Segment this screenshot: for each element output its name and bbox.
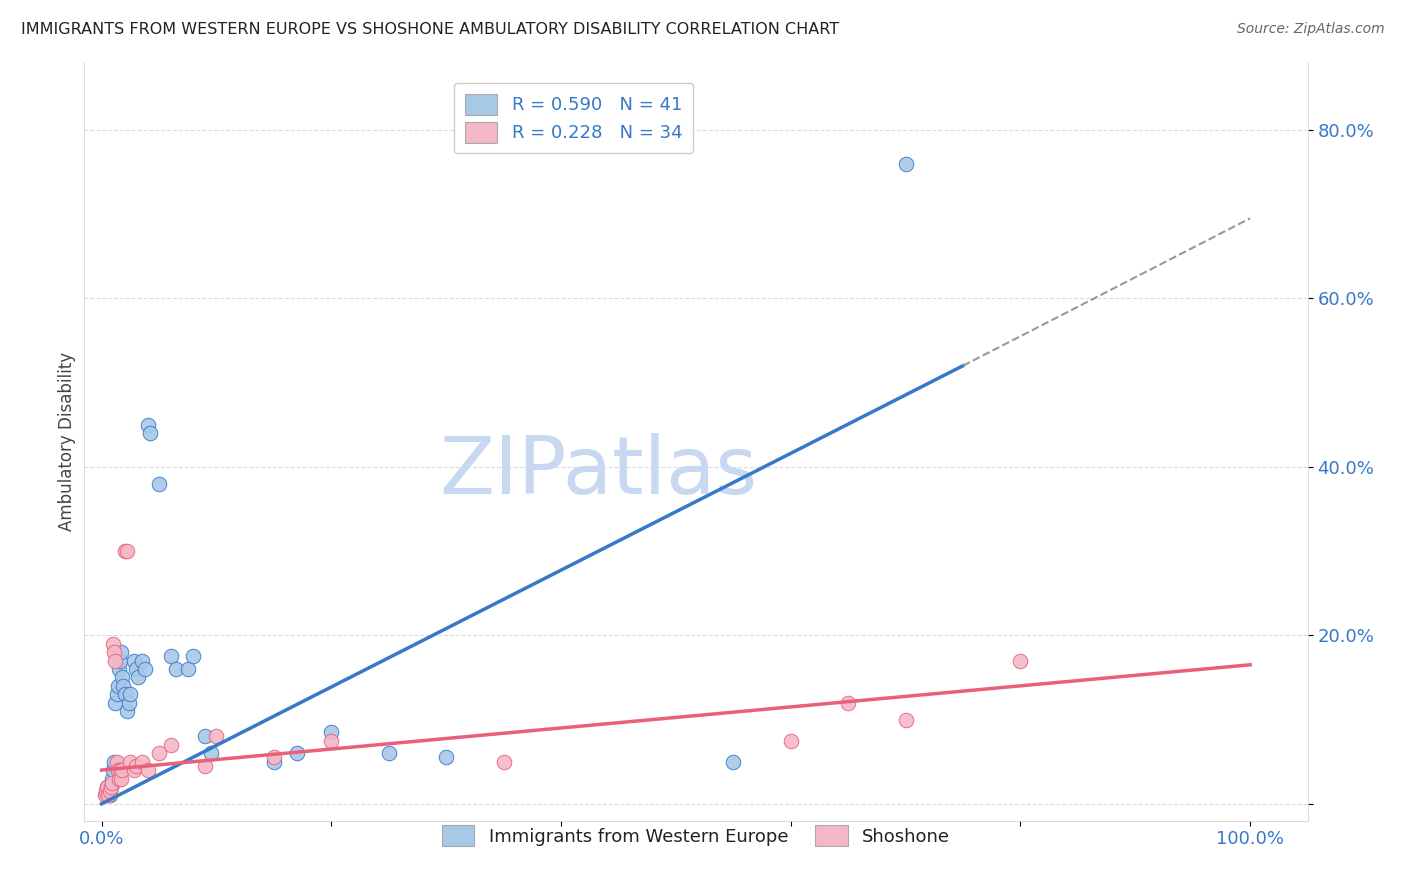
Point bbox=[96, 780, 118, 794]
Point bbox=[111, 763, 134, 777]
Legend: Immigrants from Western Europe, Shoshone: Immigrants from Western Europe, Shoshone bbox=[434, 818, 957, 854]
Point bbox=[159, 649, 181, 664]
Point bbox=[112, 679, 135, 693]
Y-axis label: Ambulatory Disability: Ambulatory Disability bbox=[58, 352, 76, 531]
Point bbox=[165, 662, 187, 676]
Point bbox=[263, 750, 285, 764]
Point bbox=[118, 696, 141, 710]
Point bbox=[108, 662, 131, 676]
Point bbox=[98, 784, 121, 798]
Point bbox=[107, 763, 129, 777]
Point bbox=[98, 789, 121, 803]
Point bbox=[894, 713, 917, 727]
Point bbox=[97, 784, 120, 798]
Point bbox=[110, 772, 132, 786]
Point bbox=[125, 662, 148, 676]
Point bbox=[148, 746, 170, 760]
Point bbox=[285, 746, 308, 760]
Point bbox=[104, 654, 127, 668]
Point bbox=[103, 645, 125, 659]
Point bbox=[134, 662, 156, 676]
Text: ZIPatlas: ZIPatlas bbox=[439, 433, 758, 511]
Point bbox=[183, 649, 205, 664]
Point bbox=[115, 544, 138, 558]
Point bbox=[321, 725, 343, 739]
Point bbox=[108, 763, 131, 777]
Point bbox=[120, 755, 142, 769]
Point bbox=[136, 763, 159, 777]
Point bbox=[194, 759, 217, 773]
Point bbox=[100, 780, 122, 794]
Point bbox=[100, 780, 122, 794]
Point bbox=[377, 746, 399, 760]
Point bbox=[837, 696, 859, 710]
Point bbox=[96, 784, 118, 798]
Point bbox=[131, 654, 153, 668]
Point bbox=[101, 637, 124, 651]
Point bbox=[104, 696, 127, 710]
Point bbox=[110, 645, 132, 659]
Point bbox=[1010, 654, 1032, 668]
Point bbox=[111, 670, 134, 684]
Point bbox=[105, 755, 128, 769]
Point bbox=[107, 679, 129, 693]
Point bbox=[101, 772, 124, 786]
Point bbox=[200, 746, 222, 760]
Point bbox=[96, 780, 118, 794]
Point bbox=[114, 544, 136, 558]
Point bbox=[434, 750, 457, 764]
Point bbox=[125, 759, 148, 773]
Point bbox=[101, 763, 124, 777]
Point bbox=[205, 730, 228, 744]
Point bbox=[103, 755, 125, 769]
Point bbox=[894, 156, 917, 170]
Point bbox=[492, 755, 515, 769]
Point bbox=[96, 789, 118, 803]
Point bbox=[122, 654, 145, 668]
Point bbox=[263, 755, 285, 769]
Point bbox=[321, 733, 343, 747]
Point bbox=[101, 776, 124, 790]
Point bbox=[108, 654, 131, 668]
Point bbox=[723, 755, 745, 769]
Point bbox=[97, 789, 120, 803]
Point bbox=[105, 687, 128, 701]
Point bbox=[108, 772, 131, 786]
Point bbox=[127, 670, 149, 684]
Text: Source: ZipAtlas.com: Source: ZipAtlas.com bbox=[1237, 22, 1385, 37]
Text: IMMIGRANTS FROM WESTERN EUROPE VS SHOSHONE AMBULATORY DISABILITY CORRELATION CHA: IMMIGRANTS FROM WESTERN EUROPE VS SHOSHO… bbox=[21, 22, 839, 37]
Point bbox=[122, 763, 145, 777]
Point bbox=[120, 687, 142, 701]
Point bbox=[115, 704, 138, 718]
Point bbox=[94, 789, 117, 803]
Point bbox=[194, 730, 217, 744]
Point bbox=[779, 733, 801, 747]
Point bbox=[148, 476, 170, 491]
Point bbox=[177, 662, 200, 676]
Point bbox=[139, 426, 162, 441]
Point bbox=[131, 755, 153, 769]
Point bbox=[159, 738, 181, 752]
Point bbox=[114, 687, 136, 701]
Point bbox=[136, 417, 159, 432]
